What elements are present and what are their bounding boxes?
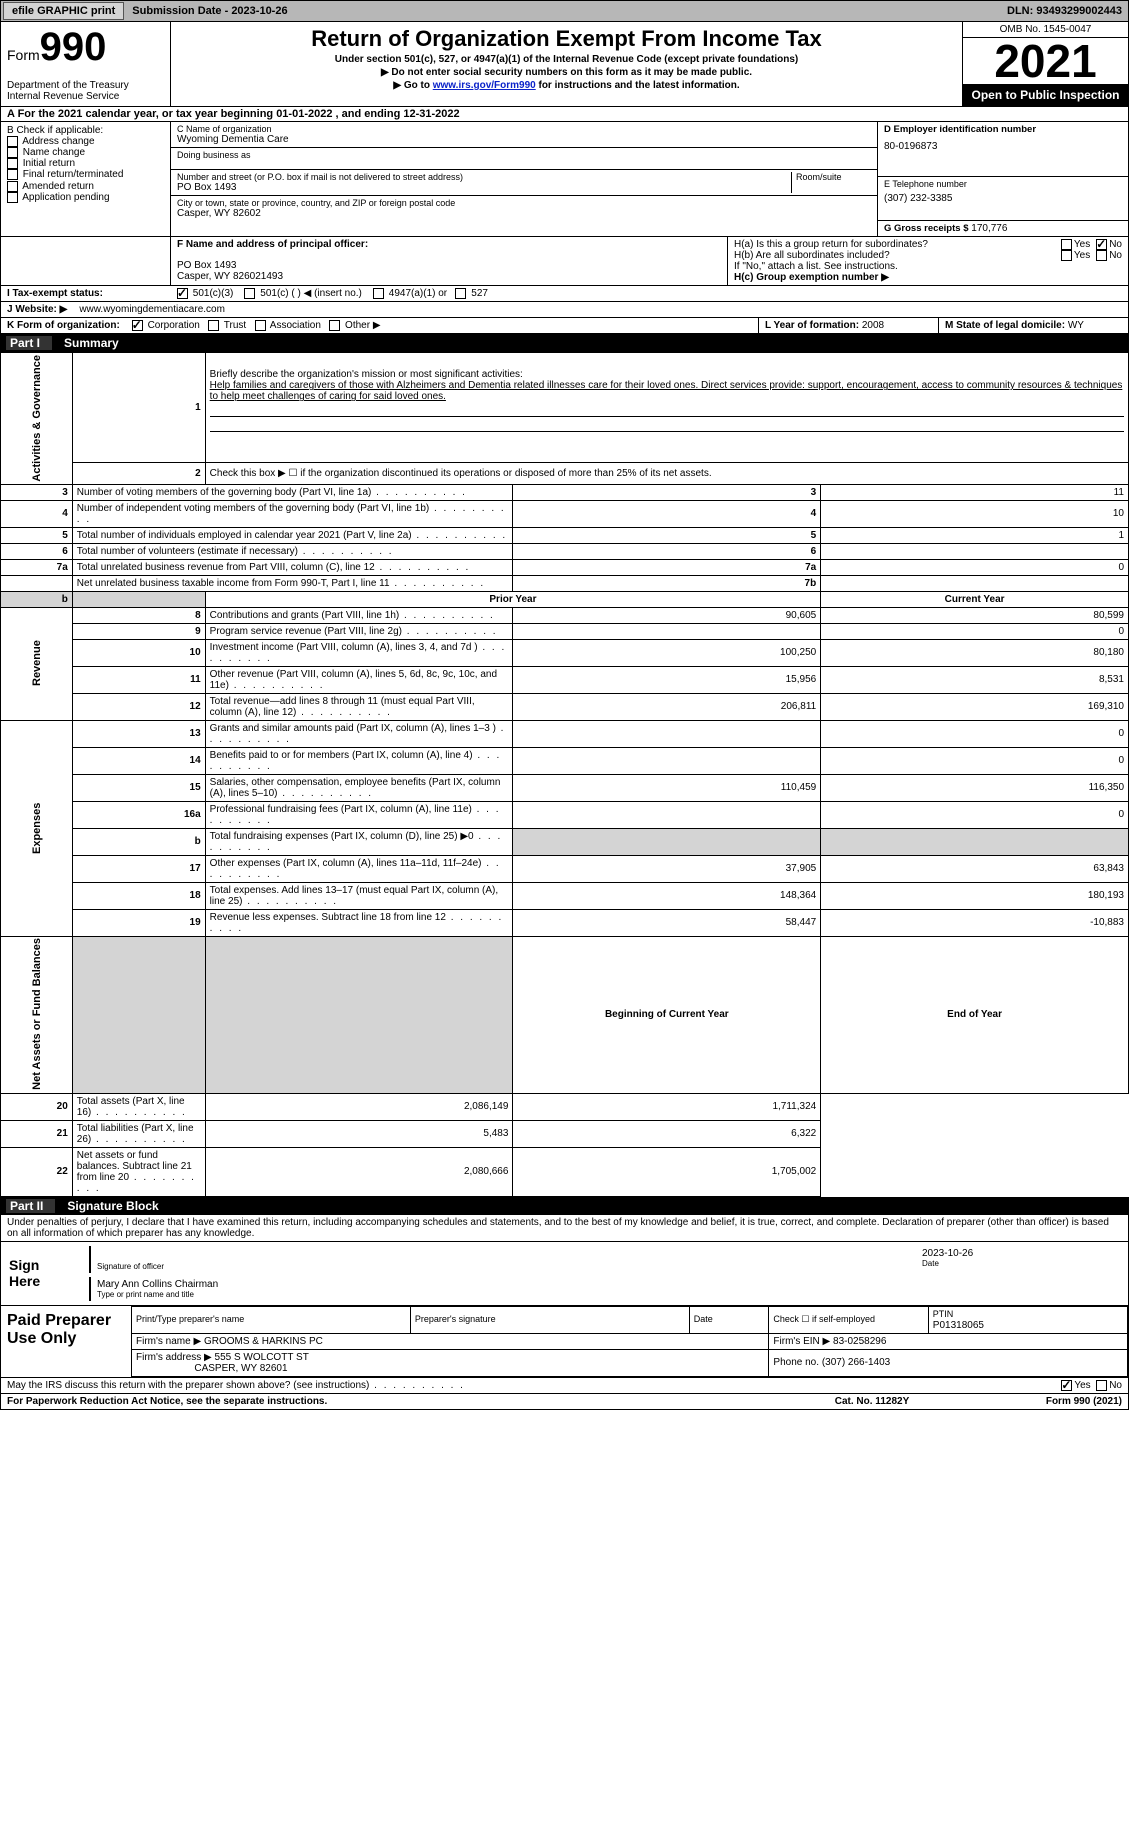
checkbox-name-change[interactable]	[7, 147, 18, 158]
checkbox-501c[interactable]	[244, 288, 255, 299]
form-header: Form990 Department of the Treasury Inter…	[0, 22, 1129, 107]
checkbox-app-pending[interactable]	[7, 192, 18, 203]
row-a-tax-year: A For the 2021 calendar year, or tax yea…	[0, 107, 1129, 122]
room-label: Room/suite	[791, 172, 871, 193]
vside-netassets: Net Assets or Fund Balances	[1, 936, 73, 1093]
open-public-badge: Open to Public Inspection	[963, 84, 1128, 106]
checkbox-ha-no[interactable]	[1096, 239, 1107, 250]
gross-receipts: 170,776	[971, 223, 1007, 234]
signature-block: Sign Here Signature of officer 2023-10-2…	[0, 1242, 1129, 1306]
e-phone-label: E Telephone number	[884, 179, 1122, 189]
f-label: F Name and address of principal officer:	[177, 239, 721, 250]
org-address: PO Box 1493	[177, 182, 791, 193]
ha-label: H(a) Is this a group return for subordin…	[734, 239, 1061, 250]
checkbox-501c3[interactable]	[177, 288, 188, 299]
org-city: Casper, WY 82602	[177, 208, 871, 219]
ptin: P01318065	[933, 1320, 984, 1331]
firm-name: GROOMS & HARKINS PC	[204, 1336, 323, 1347]
irs-discuss-row: May the IRS discuss this return with the…	[0, 1378, 1129, 1394]
dept-treasury: Department of the Treasury Internal Reve…	[7, 80, 164, 102]
ein-value: 80-0196873	[884, 141, 1122, 152]
checkbox-discuss-yes[interactable]	[1061, 1380, 1072, 1391]
sig-declaration: Under penalties of perjury, I declare th…	[0, 1215, 1129, 1242]
section-b-c-d: B Check if applicable: Address change Na…	[0, 122, 1129, 237]
d-ein-label: D Employer identification number	[884, 124, 1122, 135]
checkbox-amended[interactable]	[7, 181, 18, 192]
h-note: If "No," attach a list. See instructions…	[734, 261, 1122, 272]
checkbox-527[interactable]	[455, 288, 466, 299]
firm-addr2: CASPER, WY 82601	[194, 1363, 287, 1374]
hb-label: H(b) Are all subordinates included?	[734, 250, 1061, 261]
section-f-h: F Name and address of principal officer:…	[0, 237, 1129, 286]
checkbox-discuss-no[interactable]	[1096, 1380, 1107, 1391]
firm-ein: 83-0258296	[833, 1336, 886, 1347]
subtitle-1: Under section 501(c), 527, or 4947(a)(1)…	[175, 54, 958, 65]
dln: DLN: 93493299002443	[1001, 5, 1128, 17]
firm-phone: (307) 266-1403	[822, 1357, 890, 1368]
checkbox-initial-return[interactable]	[7, 158, 18, 169]
checkbox-other[interactable]	[329, 320, 340, 331]
g-receipts-label: G Gross receipts $	[884, 223, 968, 234]
part-1-header: Part ISummary	[0, 334, 1129, 352]
row-i: I Tax-exempt status: 501(c)(3) 501(c) ( …	[0, 286, 1129, 302]
top-bar: efile GRAPHIC print Submission Date - 20…	[0, 0, 1129, 22]
b-label: B Check if applicable:	[7, 125, 103, 136]
checkbox-corp[interactable]	[132, 320, 143, 331]
phone-value: (307) 232-3385	[884, 193, 1122, 204]
row-k: K Form of organization: Corporation Trus…	[0, 318, 1129, 334]
org-name: Wyoming Dementia Care	[177, 134, 871, 145]
checkbox-hb-no[interactable]	[1096, 250, 1107, 261]
c-name-label: C Name of organization	[177, 124, 871, 134]
year-formation: 2008	[862, 320, 884, 331]
tax-year: 2021	[963, 38, 1128, 84]
part-2-header: Part IISignature Block	[0, 1197, 1129, 1215]
paid-preparer-block: Paid Preparer Use Only Print/Type prepar…	[0, 1306, 1129, 1378]
checkbox-ha-yes[interactable]	[1061, 239, 1072, 250]
addr-label: Number and street (or P.O. box if mail i…	[177, 172, 791, 182]
row-j: J Website: ▶ www.wyomingdementiacare.com	[0, 302, 1129, 318]
vside-activities: Activities & Governance	[1, 353, 73, 485]
hc-label: H(c) Group exemption number ▶	[734, 272, 1122, 283]
checkbox-assoc[interactable]	[255, 320, 266, 331]
firm-addr1: 555 S WOLCOTT ST	[215, 1352, 309, 1363]
sig-date: 2023-10-26	[922, 1248, 1122, 1259]
summary-table: Activities & Governance 1 Briefly descri…	[0, 352, 1129, 1196]
subtitle-3: ▶ Go to www.irs.gov/Form990 for instruct…	[175, 80, 958, 91]
officer-name: Mary Ann Collins Chairman	[97, 1279, 1122, 1290]
officer-addr1: PO Box 1493	[177, 260, 721, 271]
checkbox-final-return[interactable]	[7, 169, 18, 180]
irs-link[interactable]: www.irs.gov/Form990	[433, 80, 536, 91]
state-domicile: WY	[1068, 320, 1084, 331]
website: www.wyomingdementiacare.com	[73, 302, 1128, 317]
efile-print-button[interactable]: efile GRAPHIC print	[3, 2, 124, 20]
form-title: Return of Organization Exempt From Incom…	[175, 26, 958, 52]
mission-text: Help families and caregivers of those wi…	[210, 380, 1123, 402]
subtitle-2: ▶ Do not enter social security numbers o…	[175, 67, 958, 78]
submission-date: Submission Date - 2023-10-26	[126, 5, 293, 17]
city-label: City or town, state or province, country…	[177, 198, 871, 208]
footer-row: For Paperwork Reduction Act Notice, see …	[0, 1394, 1129, 1410]
checkbox-hb-yes[interactable]	[1061, 250, 1072, 261]
checkbox-trust[interactable]	[208, 320, 219, 331]
form-number: Form990	[7, 25, 164, 70]
checkbox-4947[interactable]	[373, 288, 384, 299]
sig-officer-label: Signature of officer	[97, 1262, 922, 1271]
checkbox-address-change[interactable]	[7, 136, 18, 147]
dba-label: Doing business as	[177, 150, 871, 160]
officer-addr2: Casper, WY 826021493	[177, 271, 721, 282]
